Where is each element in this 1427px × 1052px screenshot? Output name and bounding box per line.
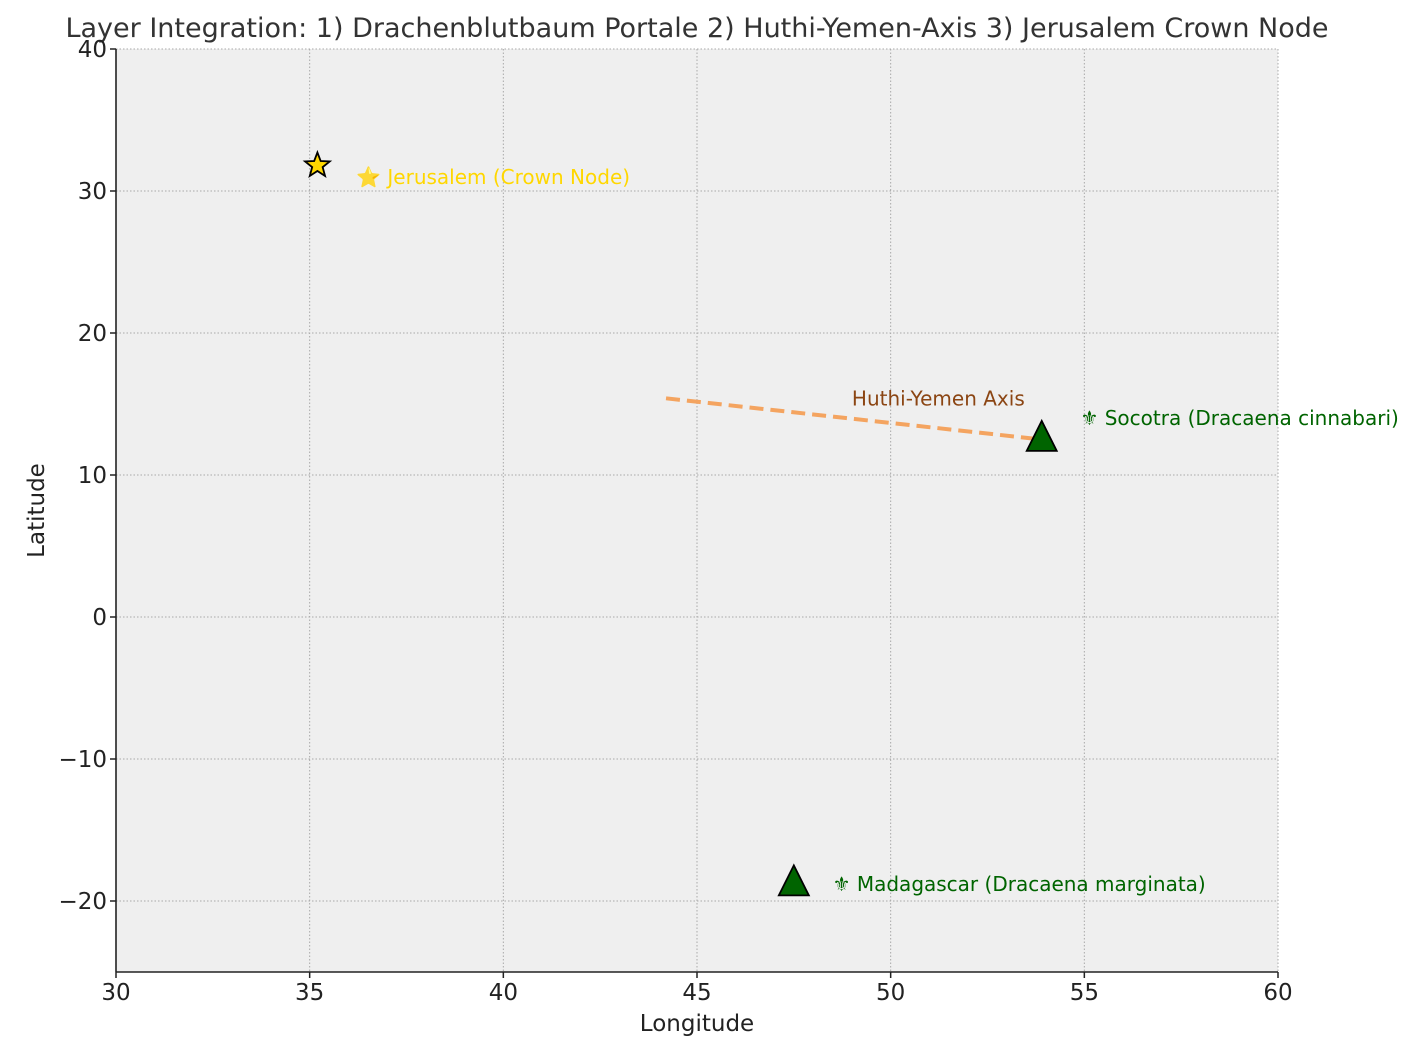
marks-layer: [302, 149, 1059, 897]
label-socotra: ⚜ Socotra (Dracaena cinnabari): [1080, 406, 1398, 430]
axes: 30 35 40 45 50 55 60 −20 −10 0 10 20 30 40: [58, 37, 1292, 1006]
y-tick-label: −10: [58, 747, 107, 773]
chart-title: Layer Integration: 1) Drachenblutbaum Po…: [65, 13, 1328, 44]
x-tick-label: 35: [295, 980, 324, 1006]
grid-lines: [115, 48, 1279, 972]
x-tick-label: 50: [876, 980, 905, 1006]
plot-area: [116, 49, 1278, 972]
x-tick-label: 60: [1263, 980, 1292, 1006]
x-tick-label: 40: [489, 980, 518, 1006]
point-madagascar-triangle: [777, 863, 811, 897]
x-tick-label: 30: [101, 980, 130, 1006]
y-tick-label: 30: [78, 179, 107, 205]
y-tick-label: −20: [58, 889, 107, 915]
annotation-huthi-yemen-axis: Huthi-Yemen Axis: [852, 386, 1025, 410]
y-tick-label: 20: [78, 321, 107, 347]
x-tick-label: 55: [1070, 980, 1099, 1006]
y-tick-label: 0: [92, 605, 107, 631]
point-jerusalem-star: [302, 149, 333, 179]
y-tick-label: 40: [78, 37, 107, 63]
x-axis-label: Longitude: [640, 1011, 754, 1037]
x-tick-label: 45: [682, 980, 711, 1006]
point-socotra-triangle: [1025, 418, 1059, 452]
label-jerusalem: ⭐ Jerusalem (Crown Node): [356, 165, 630, 189]
label-madagascar: ⚜ Madagascar (Dracaena marginata): [833, 872, 1206, 896]
y-tick-label: 10: [78, 463, 107, 489]
y-axis-label: Latitude: [24, 463, 50, 558]
annotations-layer: ⭐ Jerusalem (Crown Node) ⚜ Socotra (Draca…: [356, 165, 1399, 896]
